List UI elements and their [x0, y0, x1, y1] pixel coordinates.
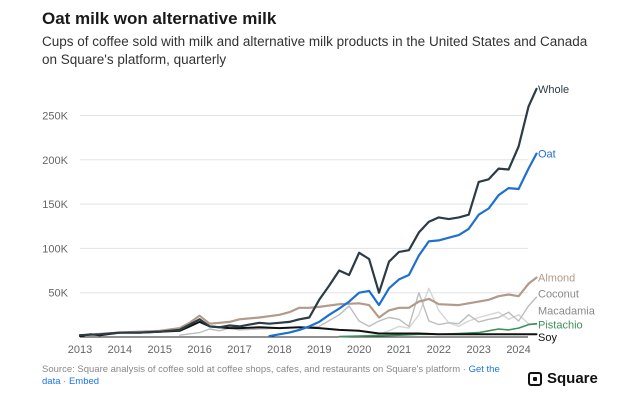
x-tick-label: 2024 — [506, 344, 530, 356]
series-line-almond — [78, 276, 538, 337]
y-tick-label: 250K — [42, 110, 68, 122]
x-tick-label: 2021 — [387, 344, 411, 356]
series-label-pistachio: Pistachio — [538, 320, 583, 332]
x-tick-label: 2013 — [68, 344, 92, 356]
series-line-coconut — [179, 292, 538, 336]
gridlines — [80, 114, 528, 294]
y-tick-label: 50K — [48, 288, 68, 300]
x-tick-label: 2016 — [187, 344, 211, 356]
series-line-soy — [79, 320, 538, 338]
series-label-soy: Soy — [538, 332, 557, 344]
square-brand[interactable]: Square — [528, 370, 598, 387]
series-line-whole — [78, 87, 538, 337]
x-tick-label: 2017 — [227, 344, 251, 356]
series-label-coconut: Coconut — [538, 289, 579, 301]
series-line-pistachio — [338, 322, 538, 338]
series-line-oat — [268, 152, 538, 338]
source-text: Source: Square analysis of coffee sold a… — [42, 364, 461, 375]
series-lines — [78, 87, 538, 338]
x-axis-tick-labels: 2013 2014 2015 2016 2017 2018 2019 2020 2021 2022… — [68, 344, 531, 356]
x-tick-label: 2018 — [267, 344, 291, 356]
brand-name: Square — [547, 370, 598, 387]
x-tick-label: 2015 — [147, 344, 171, 356]
x-tick-label: 2020 — [347, 344, 371, 356]
chart-subtitle: Cups of coffee sold with milk and altern… — [42, 34, 588, 67]
chart-footer: Source: Square analysis of coffee sold a… — [42, 364, 512, 388]
separator: · — [460, 364, 469, 375]
separator: · — [60, 376, 69, 387]
series-label-almond: Almond — [538, 273, 575, 285]
chart-title: Oat milk won alternative milk — [42, 9, 277, 28]
x-tick-label: 2022 — [427, 344, 451, 356]
series-label-oat: Oat — [538, 149, 556, 161]
x-tick-label: 2014 — [108, 344, 132, 356]
square-logo-icon — [528, 371, 542, 386]
y-tick-label: 150K — [42, 199, 68, 211]
y-axis-tick-labels: 50K 100K 150K 200K 250K — [42, 110, 68, 299]
x-tick-label: 2023 — [466, 344, 490, 356]
series-label-macadamia: Macadamia — [538, 305, 596, 317]
y-tick-label: 200K — [42, 155, 68, 167]
y-tick-label: 100K — [42, 243, 68, 255]
embed-link[interactable]: Embed — [68, 376, 100, 387]
get-data-link[interactable]: Get the data — [42, 364, 500, 387]
x-tick-label: 2019 — [307, 344, 331, 356]
series-labels: Whole Oat Almond Coconut Macadamia PistachioS… — [538, 84, 596, 344]
series-label-whole: Whole — [538, 84, 569, 96]
